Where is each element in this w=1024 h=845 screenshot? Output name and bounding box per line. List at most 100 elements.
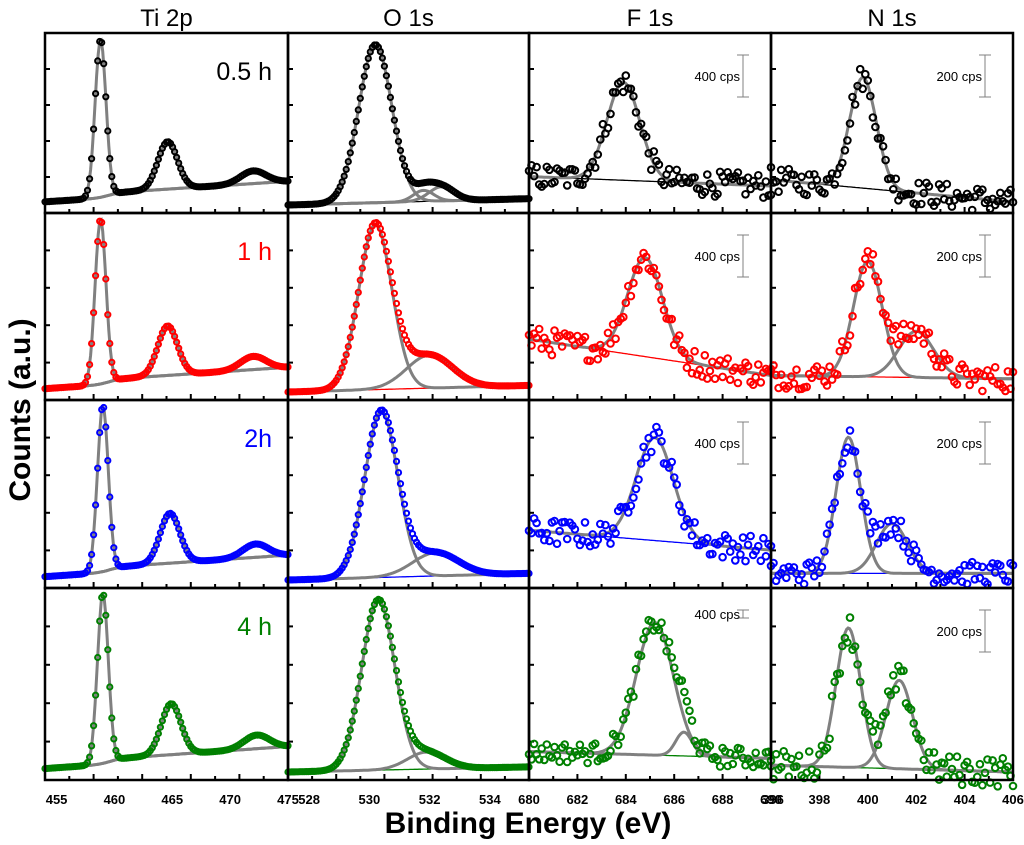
data-point (899, 319, 908, 329)
data-point (380, 605, 388, 613)
data-point (741, 556, 750, 566)
data-point (346, 726, 354, 734)
data-point (708, 549, 717, 559)
data-point (863, 76, 873, 85)
data-point (725, 547, 735, 556)
data-point (868, 727, 878, 736)
data-point (743, 361, 753, 371)
data-point (641, 252, 651, 262)
x-tick-label: 396 (762, 792, 784, 807)
data-point (360, 647, 368, 656)
data-point (672, 480, 682, 489)
data-point (733, 168, 743, 177)
data-point (342, 351, 350, 359)
data-point (850, 100, 860, 109)
data-point (1003, 367, 1013, 376)
data-point (965, 192, 975, 202)
data-point (90, 531, 98, 539)
data-point (348, 717, 356, 725)
data-point (575, 740, 585, 750)
data-point (754, 541, 763, 551)
x-tick-label: 475 (277, 792, 299, 807)
x-tick-label: 460 (104, 792, 126, 807)
data-point (939, 759, 949, 768)
x-tick-label: 682 (567, 792, 589, 807)
data-point (340, 358, 348, 366)
data-point (601, 520, 610, 530)
panel-n1s-3: 200 cps (766, 586, 1018, 791)
data-point (797, 570, 806, 579)
data-point (667, 457, 677, 467)
panel-o1s-3 (284, 586, 533, 782)
data-point (98, 218, 106, 226)
data-point (354, 511, 362, 519)
data-point (156, 723, 164, 731)
data-point (873, 740, 883, 750)
data-point (400, 707, 409, 715)
data-point (843, 341, 852, 350)
panel-frame (286, 211, 531, 402)
data-point (545, 536, 554, 546)
x-tick-label: 465 (161, 792, 183, 807)
data-point (100, 591, 108, 599)
data-point (947, 569, 957, 579)
data-point (787, 372, 796, 381)
data-point (820, 547, 829, 556)
data-point (998, 754, 1008, 763)
data-point (356, 500, 364, 508)
data-point (733, 378, 743, 388)
panel-n1s-1: 200 cps (766, 211, 1018, 402)
data-point (364, 54, 372, 63)
data-point (402, 509, 411, 517)
y-axis-title: Counts (a.u.) (4, 318, 37, 501)
data-point (802, 382, 812, 392)
data-point (382, 247, 390, 255)
data-point (362, 63, 370, 71)
data-point (705, 741, 715, 751)
data-point (687, 368, 697, 378)
data-point (672, 165, 682, 175)
data-point (90, 125, 98, 133)
data-point (621, 298, 631, 308)
panel-f1s-0: 400 cps (524, 31, 776, 215)
data-point (891, 174, 901, 184)
data-point (631, 664, 641, 674)
data-point (881, 310, 890, 320)
data-point (771, 370, 781, 380)
data-point (156, 529, 164, 537)
data-point (368, 430, 376, 438)
data-point (924, 328, 934, 338)
data-point (344, 158, 352, 166)
data-point (924, 182, 934, 191)
data-point (362, 635, 370, 644)
data-point (649, 147, 659, 156)
data-point (825, 734, 834, 744)
data-point (590, 739, 600, 749)
data-point (761, 177, 771, 186)
data-point (990, 568, 1000, 577)
data-point (669, 177, 679, 187)
data-point (613, 740, 623, 750)
data-point (664, 164, 674, 174)
data-point (970, 575, 980, 584)
data-point (562, 757, 572, 767)
data-point (94, 57, 102, 65)
data-point (886, 336, 896, 346)
data-point (593, 150, 603, 159)
data-point (382, 412, 390, 420)
data-point (973, 561, 982, 571)
data-point (629, 278, 638, 288)
data-point (812, 175, 822, 185)
panel-frame (286, 398, 531, 590)
data-point (924, 748, 934, 757)
data-point (830, 677, 840, 687)
data-point (1001, 199, 1010, 208)
data-point (794, 751, 804, 761)
data-point (789, 379, 799, 388)
data-point (797, 172, 806, 182)
data-point (889, 671, 898, 680)
data-point (731, 556, 740, 565)
data-point (92, 501, 100, 509)
x-tick-label: 528 (298, 792, 320, 807)
data-point (957, 780, 967, 790)
